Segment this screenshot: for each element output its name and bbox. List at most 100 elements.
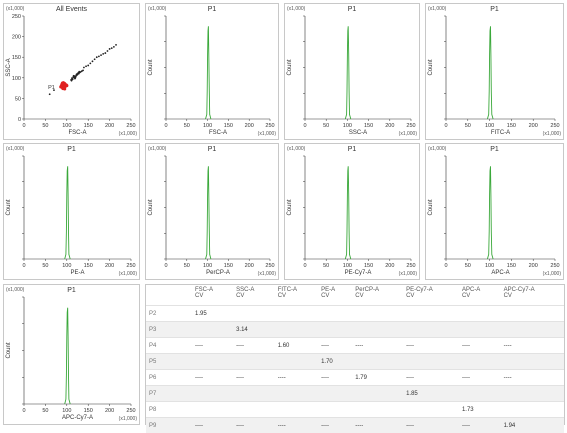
scatter-point	[85, 65, 87, 67]
table-cell: 1.60	[275, 338, 318, 354]
table-cell	[318, 306, 352, 322]
table-row: P9 ---- ---- ---- ---- ---- ---- ---- 1.…	[146, 418, 564, 433]
x-tick-label: 150	[84, 408, 93, 414]
x-tick-label: 200	[385, 123, 394, 129]
table-cell	[233, 386, 275, 402]
x-axis-label: SSC-A	[349, 130, 367, 136]
table-cell: ----	[275, 370, 318, 386]
scatter-point	[77, 72, 79, 74]
table-cell	[403, 306, 459, 322]
table-cell	[352, 306, 403, 322]
scatter-point	[109, 48, 111, 50]
table-cell: 1.73	[459, 402, 501, 418]
scatter-point	[74, 78, 76, 80]
table-row: P6 ---- ---- ---- ---- 1.79 ---- ---- --…	[146, 370, 564, 386]
table-cell	[318, 322, 352, 338]
table-cell	[352, 322, 403, 338]
x-tick-label: 0	[164, 263, 167, 269]
table-cell: ----	[459, 418, 501, 433]
x-tick-label: 0	[164, 123, 167, 129]
histogram-line	[65, 308, 71, 404]
scatter-point	[98, 55, 100, 57]
x-tick-label: 200	[529, 123, 538, 129]
scatter-point	[72, 78, 74, 80]
x-tick-label: 100	[203, 123, 212, 129]
table-cell	[403, 402, 459, 418]
scatter-point	[111, 47, 113, 49]
x-tick-label: 0	[22, 123, 25, 129]
y-tick-label: 250	[12, 14, 21, 20]
x-tick-label: 250	[550, 263, 559, 269]
y-tick-label: 50	[15, 96, 21, 102]
x-tick-label: 50	[465, 263, 471, 269]
x-tick-label: 200	[529, 263, 538, 269]
scatter-point	[83, 67, 85, 69]
table-cell: ----	[459, 338, 501, 354]
x-tick-label: 0	[444, 123, 447, 129]
table-cell	[192, 322, 233, 338]
scatter-point	[100, 54, 102, 56]
scatter-point	[49, 93, 51, 95]
column-stat: CV	[321, 293, 329, 299]
x-tick-label: 100	[62, 123, 71, 129]
table-cell	[275, 306, 318, 322]
x-tick-label: 150	[364, 123, 373, 129]
x-axis-label: APC-A	[491, 270, 509, 276]
x-tick-label: 100	[485, 123, 494, 129]
column-stat: CV	[355, 293, 363, 299]
gate-label: P1	[48, 85, 55, 91]
column-stat: CV	[406, 293, 414, 299]
y-tick-label: 0	[18, 117, 21, 123]
population-name: P4	[146, 338, 192, 354]
x-tick-label: 200	[105, 408, 114, 414]
x-tick-label: 100	[343, 263, 352, 269]
histogram-line	[345, 26, 351, 119]
x-tick-label: 150	[364, 263, 373, 269]
x-axis-label: PE-A	[70, 270, 84, 276]
table-cell: ----	[318, 418, 352, 433]
table-cell: ----	[459, 370, 501, 386]
table-cell	[459, 306, 501, 322]
column-stat: CV	[504, 293, 512, 299]
y-axis-label: Count	[6, 342, 12, 358]
x-axis-label: PerCP-A	[206, 270, 230, 276]
table-cell: 1.94	[501, 418, 564, 433]
table-cell	[403, 322, 459, 338]
table-cell	[459, 354, 501, 370]
population-name: P8	[146, 402, 192, 418]
x-tick-label: 200	[105, 263, 114, 269]
table-cell: ----	[318, 370, 352, 386]
scatter-point	[96, 56, 98, 58]
column-stat: CV	[236, 293, 244, 299]
x-tick-label: 250	[126, 263, 135, 269]
table-cell: ----	[403, 338, 459, 354]
scatter-point	[94, 58, 96, 60]
x-tick-label: 150	[84, 263, 93, 269]
table-cell: ----	[501, 338, 564, 354]
x-tick-label: 250	[406, 263, 415, 269]
x-tick-label: 50	[184, 263, 190, 269]
scatter-point	[107, 50, 109, 52]
table-cell: ----	[318, 338, 352, 354]
x-axis-label: APC-Cy7-A	[62, 415, 93, 421]
x-tick-label: 50	[184, 123, 190, 129]
table-row: P8 1.73	[146, 402, 564, 418]
x-tick-label: 0	[22, 408, 25, 414]
table-cell: 1.70	[318, 354, 352, 370]
scatter-point	[61, 82, 64, 85]
table-cell	[352, 402, 403, 418]
table-cell	[352, 386, 403, 402]
table-cell	[501, 306, 564, 322]
histogram-line	[206, 26, 211, 119]
column-stat: CV	[195, 293, 203, 299]
x-tick-label: 50	[42, 408, 48, 414]
